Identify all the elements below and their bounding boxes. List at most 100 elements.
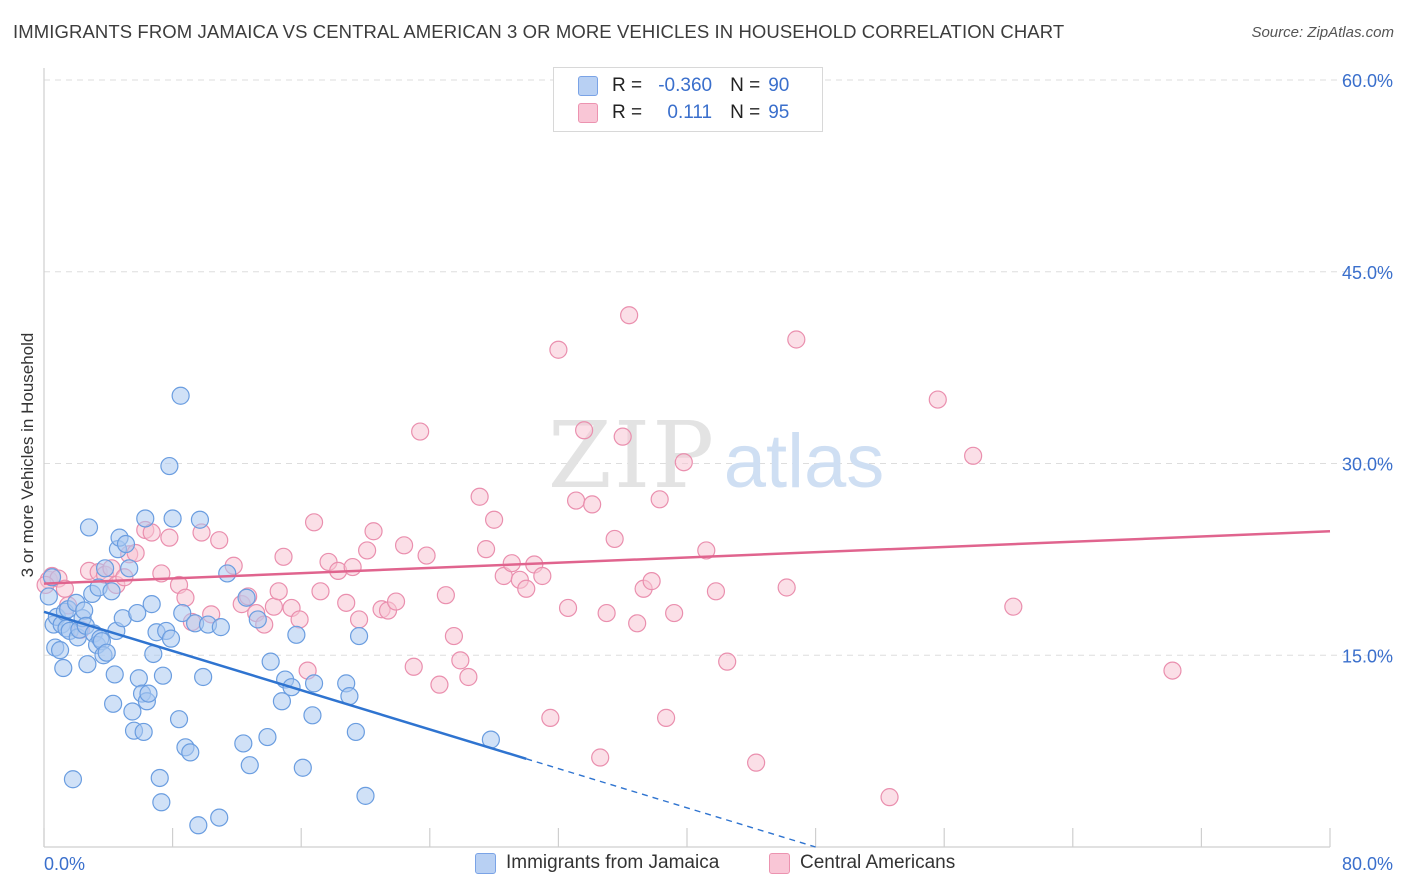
jamaica-point: [194, 667, 213, 687]
central-americans-point: [697, 541, 716, 560]
jamaica-point: [303, 706, 322, 725]
bottom-legend-swatch-jamaica: [475, 852, 496, 874]
central-americans-point: [451, 651, 470, 670]
jamaica-point: [129, 669, 148, 688]
y-tick-label: 45.0%: [1342, 263, 1393, 283]
central-americans-point: [566, 491, 586, 510]
jamaica-point: [128, 603, 147, 623]
central-americans-point: [718, 652, 737, 671]
legend-swatch-central-americans: [578, 103, 598, 123]
watermark-atlas: atlas: [724, 419, 885, 504]
source-label: Source: ZipAtlas.com: [1251, 24, 1394, 41]
jamaica-point: [134, 722, 153, 742]
jamaica-point: [234, 734, 253, 753]
central-americans-point: [290, 610, 309, 629]
jamaica-point: [218, 564, 237, 583]
jamaica-point: [136, 509, 155, 528]
central-americans-points: [36, 306, 1182, 807]
central-americans-point: [404, 657, 423, 676]
central-americans-point: [642, 572, 661, 591]
jamaica-point: [161, 629, 181, 648]
jamaica-point: [349, 626, 369, 646]
tick-labels: 15.0% 30.0% 45.0% 60.0% 0.0% 80.0%: [44, 71, 1393, 874]
legend-n-value-jamaica: 90: [768, 75, 790, 96]
legend-r-value-central-americans: 0.111: [667, 102, 713, 123]
jamaica-point: [150, 768, 169, 788]
jamaica-point: [181, 743, 200, 762]
jamaica-point: [79, 518, 99, 537]
central-americans-point: [311, 582, 330, 601]
x-tick-label: 80.0%: [1342, 854, 1393, 874]
legend-n-value-central-americans: 95: [768, 102, 790, 123]
central-americans-point: [575, 421, 594, 440]
bottom-legend-label-jamaica: Immigrants from Jamaica: [506, 852, 720, 873]
jamaica-point: [50, 641, 70, 660]
jamaica-point: [237, 588, 256, 607]
central-americans-point: [349, 610, 369, 629]
central-americans-point: [928, 390, 947, 409]
central-americans-point: [787, 330, 806, 349]
jamaica-point: [163, 509, 182, 528]
central-americans-point: [591, 748, 610, 767]
jamaica-points: [39, 386, 500, 835]
jamaica-point: [152, 793, 171, 812]
central-americans-point: [337, 593, 356, 612]
jamaica-trend-extension: [526, 758, 816, 848]
central-americans-point: [605, 529, 624, 549]
jamaica-point: [39, 587, 58, 606]
jamaica-point: [105, 665, 124, 684]
jamaica-point: [304, 674, 324, 693]
central-americans-point: [597, 603, 616, 623]
central-americans-trend-line: [43, 530, 1331, 585]
jamaica-point: [211, 618, 230, 637]
bottom-legend-jamaica: Immigrants from Jamaica: [475, 852, 719, 874]
central-americans-point: [304, 513, 324, 532]
central-americans-point: [549, 340, 568, 359]
jamaica-point: [356, 786, 375, 805]
gridlines: [44, 79, 1393, 656]
legend-r-label: R =: [612, 75, 643, 96]
central-americans-point: [210, 531, 229, 550]
correlation-legend: R = -0.360 N = 90 R = 0.111 N = 95: [553, 67, 823, 132]
watermark: ZIP atlas: [548, 402, 884, 509]
jamaica-point: [346, 722, 365, 742]
central-americans-point: [517, 579, 536, 598]
legend-row-central-americans: R = 0.111 N = 95: [578, 100, 789, 126]
jamaica-point: [42, 568, 62, 587]
jamaica-point: [95, 559, 115, 578]
jamaica-point: [169, 710, 189, 729]
central-americans-point: [533, 566, 552, 586]
central-americans-point: [430, 675, 449, 694]
central-americans-point: [470, 487, 489, 506]
central-americans-point: [394, 536, 414, 555]
jamaica-point: [142, 595, 161, 614]
x-tick-label: 0.0%: [44, 854, 85, 874]
legend-row-jamaica: R = -0.360 N = 90: [578, 73, 789, 99]
central-americans-point: [541, 708, 560, 727]
legend-n-label: N =: [730, 102, 761, 123]
bottom-legend-central-americans: Central Americans: [769, 852, 955, 874]
jamaica-point: [293, 758, 312, 777]
jamaica-point: [153, 666, 173, 685]
legend-r-value-jamaica: -0.360: [658, 75, 713, 96]
central-americans-point: [411, 422, 430, 441]
central-americans-point: [628, 614, 647, 633]
central-americans-point: [476, 540, 496, 559]
jamaica-point: [102, 582, 121, 601]
bottom-legend-label-central-americans: Central Americans: [800, 852, 956, 873]
central-americans-point: [274, 547, 293, 566]
jamaica-point: [54, 658, 73, 678]
jamaica-point: [160, 456, 179, 476]
central-americans-point: [674, 453, 693, 472]
jamaica-point: [116, 534, 136, 554]
central-americans-point: [1163, 661, 1182, 680]
central-americans-point: [1004, 597, 1023, 616]
jamaica-point: [210, 808, 229, 827]
central-americans-point: [880, 788, 899, 807]
central-americans-point: [747, 753, 766, 772]
central-americans-point: [264, 597, 283, 616]
legend-n-label: N =: [730, 75, 761, 96]
chart-title: IMMIGRANTS FROM JAMAICA VS CENTRAL AMERI…: [13, 21, 1065, 42]
y-axis-label: 3 or more Vehicles in Household: [18, 332, 37, 578]
central-americans-point: [964, 446, 983, 465]
